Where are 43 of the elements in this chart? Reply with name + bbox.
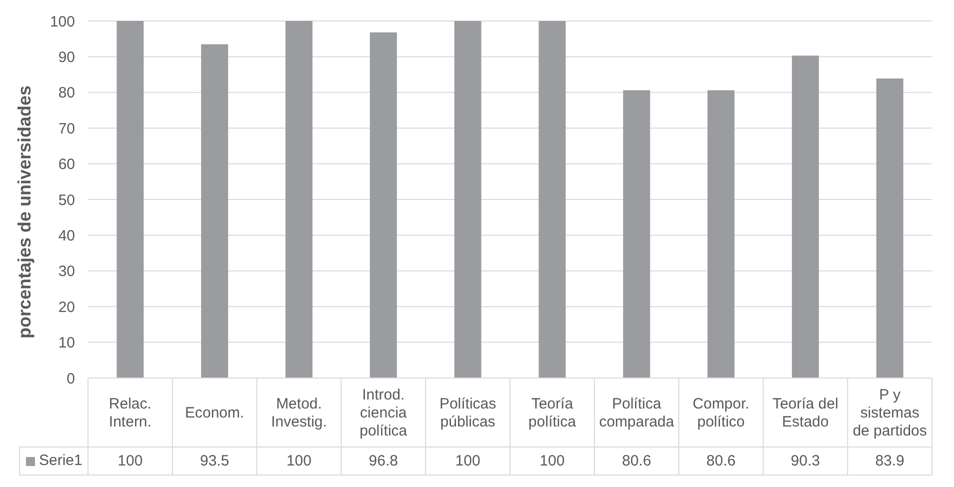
bar	[370, 32, 397, 378]
y-tick-label: 70	[58, 120, 75, 138]
data-label: 96.8	[368, 452, 398, 470]
bar	[792, 56, 819, 378]
y-tick-label: 10	[58, 334, 75, 352]
legend-label: Serie1	[39, 451, 82, 471]
data-label: 100	[286, 452, 312, 470]
y-tick-label: 90	[58, 49, 75, 66]
x-tick-label: Introd. ciencia política	[360, 386, 408, 439]
x-tick-label: Compor. político	[692, 395, 750, 430]
y-tick-label: 30	[58, 263, 75, 280]
x-tick-label: Metod. Investig.	[271, 395, 327, 430]
bar	[707, 90, 734, 378]
bar	[116, 21, 144, 378]
bar	[876, 78, 904, 378]
bar	[623, 90, 650, 378]
data-label: 80.6	[622, 452, 652, 470]
x-tick-label: Teoría del Estado	[772, 395, 838, 430]
data-label: 100	[455, 452, 480, 470]
y-tick-label: 80	[58, 84, 75, 102]
data-label: 83.9	[875, 452, 904, 470]
y-axis-title: porcentajes de universidades	[14, 85, 34, 339]
x-tick-label: Econom.	[185, 404, 244, 421]
bar	[201, 44, 228, 378]
x-tick-label: Teoría política	[528, 395, 577, 430]
x-tick-label: Políticas públicas	[439, 395, 496, 430]
x-tick-label: Relac. Intern.	[108, 395, 152, 430]
data-label: 100	[540, 452, 565, 470]
bar	[454, 21, 482, 378]
y-tick-label: 0	[66, 370, 75, 388]
y-tick-label: 50	[58, 192, 75, 209]
bar	[285, 21, 312, 378]
x-tick-label: Política comparada	[599, 395, 675, 430]
y-tick-label: 60	[58, 156, 75, 174]
bar	[538, 21, 566, 378]
data-label: 80.6	[706, 452, 736, 470]
data-label: 90.3	[790, 452, 820, 470]
y-tick-label: 40	[58, 228, 75, 245]
data-label: 100	[118, 452, 143, 470]
x-tick-label: P y sistemas de partidos	[852, 386, 927, 439]
y-tick-label: 20	[58, 298, 75, 316]
data-label: 93.5	[200, 452, 230, 470]
y-tick-label: 100	[50, 13, 75, 30]
